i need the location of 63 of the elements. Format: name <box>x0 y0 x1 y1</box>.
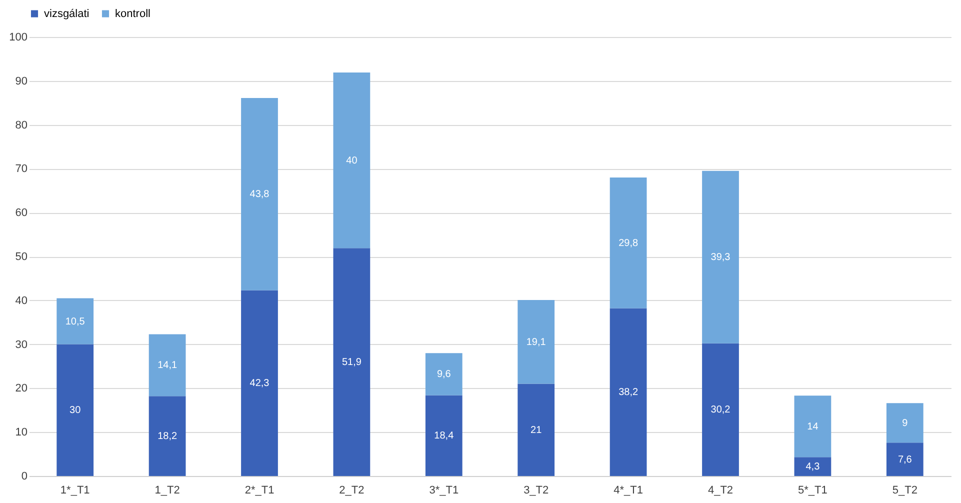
x-tick-label: 3*_T1 <box>429 484 459 496</box>
y-tick-label: 30 <box>15 338 28 351</box>
data-label: 30 <box>70 405 82 416</box>
bar <box>148 396 186 476</box>
data-label: 4,3 <box>806 462 820 473</box>
data-label: 18,4 <box>434 430 454 442</box>
bar <box>333 72 370 248</box>
x-tick-label: 1*_T1 <box>60 484 90 496</box>
bar <box>333 248 370 476</box>
bar <box>794 396 832 458</box>
data-label: 39,3 <box>710 252 731 264</box>
y-tick-label: 40 <box>15 294 28 307</box>
x-tick-label: 3_T2 <box>524 484 549 496</box>
data-label: 40 <box>346 155 358 166</box>
x-tick-label: 5_T2 <box>892 484 918 496</box>
data-label: 14,1 <box>158 360 178 372</box>
data-label: 21 <box>530 424 542 436</box>
data-label: 19,1 <box>526 336 546 348</box>
bar <box>56 298 94 344</box>
bar <box>886 442 924 476</box>
bar <box>425 395 462 476</box>
data-label: 42,3 <box>250 378 270 390</box>
data-label: 30,2 <box>710 404 731 416</box>
bar <box>794 457 832 476</box>
y-tick-label: 0 <box>21 470 28 482</box>
data-label: 51,9 <box>342 357 362 368</box>
data-label: 29,8 <box>618 238 638 249</box>
data-label: 7,6 <box>898 454 912 466</box>
bar <box>702 343 739 476</box>
legend-label: kontroll <box>115 8 150 20</box>
bar <box>241 98 278 290</box>
data-label: 43,8 <box>250 189 270 200</box>
x-tick-label: 2*_T1 <box>244 484 274 496</box>
bar <box>56 344 94 476</box>
x-tick-label: 2_T2 <box>339 484 364 496</box>
y-tick-label: 50 <box>15 251 28 263</box>
bar <box>702 170 739 344</box>
x-tick-label: 4_T2 <box>708 484 734 496</box>
data-label: 38,2 <box>618 387 638 398</box>
y-tick-label: 100 <box>9 32 28 44</box>
y-tick-label: 80 <box>15 119 28 132</box>
y-tick-label: 90 <box>15 75 28 88</box>
data-label: 10,5 <box>65 316 86 328</box>
x-tick-label: 5*_T1 <box>798 484 828 496</box>
bar <box>148 334 186 396</box>
y-tick-label: 70 <box>15 163 28 176</box>
bar <box>425 353 462 396</box>
y-tick-label: 60 <box>15 207 28 220</box>
bar <box>886 403 924 443</box>
data-label: 9,6 <box>436 369 452 380</box>
data-label: 18,2 <box>158 431 178 442</box>
bar <box>518 300 555 384</box>
bar <box>610 308 647 476</box>
legend-label: vizsgálati <box>44 8 90 20</box>
x-tick-label: 4*_T1 <box>614 484 643 496</box>
bar <box>610 177 647 308</box>
y-tick-label: 20 <box>15 382 28 395</box>
data-label: 9 <box>902 418 908 429</box>
bar <box>518 384 555 476</box>
data-label: 14 <box>807 421 819 432</box>
bar <box>241 290 278 476</box>
y-tick-label: 10 <box>15 426 28 439</box>
x-tick-label: 1_T2 <box>154 484 180 496</box>
